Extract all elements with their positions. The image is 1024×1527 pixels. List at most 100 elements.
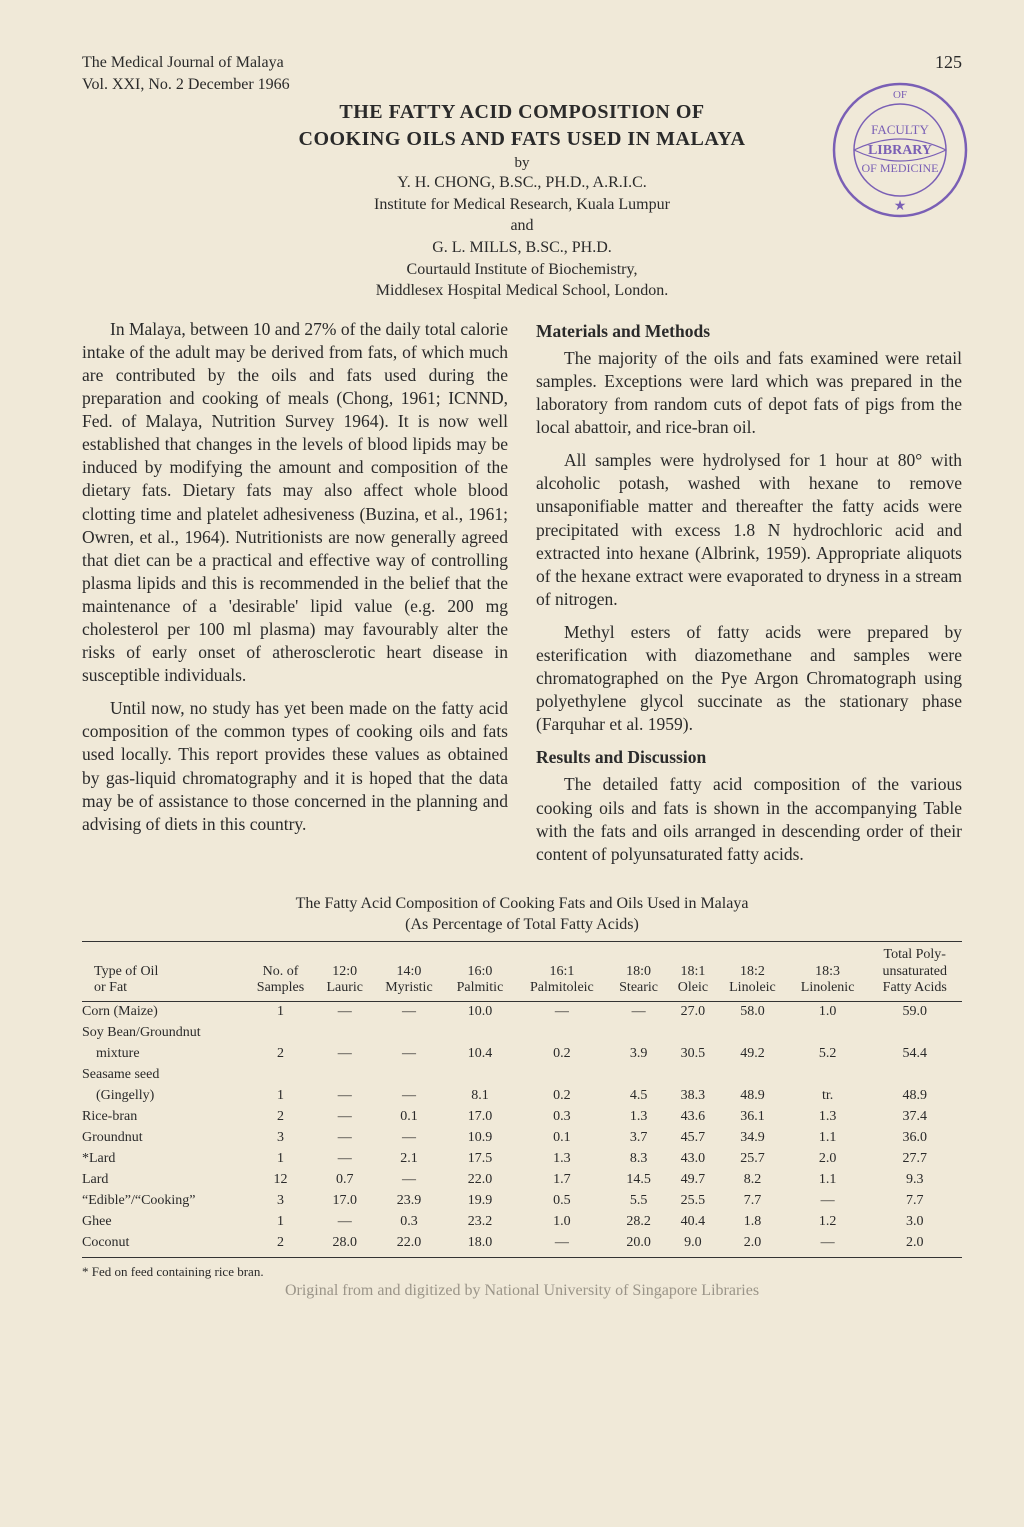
table-cell: 0.1 xyxy=(373,1107,445,1128)
intro-paragraph-1: In Malaya, between 10 and 27% of the dai… xyxy=(82,318,508,688)
table-cell: 25.7 xyxy=(717,1149,787,1170)
table-title-line2: (As Percentage of Total Fatty Acids) xyxy=(405,916,639,933)
table-cell xyxy=(609,1065,669,1086)
table-cell: 17.0 xyxy=(445,1107,515,1128)
table-cell: 2 xyxy=(245,1233,317,1258)
journal-name: The Medical Journal of Malaya xyxy=(82,52,290,74)
table-row: Seasame seed xyxy=(82,1065,962,1086)
svg-text:LIBRARY: LIBRARY xyxy=(868,143,932,158)
table-cell: 3.7 xyxy=(609,1128,669,1149)
table-cell: 9.0 xyxy=(669,1233,718,1258)
table-cell xyxy=(445,1065,515,1086)
table-row: *Lard1—2.117.51.38.343.025.72.027.7 xyxy=(82,1149,962,1170)
table-body: Corn (Maize)1——10.0——27.058.01.059.0Soy … xyxy=(82,1001,962,1258)
table-cell: 2.1 xyxy=(373,1149,445,1170)
table-cell: — xyxy=(609,1001,669,1023)
table-cell: 1.8 xyxy=(717,1212,787,1233)
table-cell: 3 xyxy=(245,1128,317,1149)
row-label: Rice-bran xyxy=(82,1107,245,1128)
table-cell: 27.0 xyxy=(669,1001,718,1023)
table-cell: 0.1 xyxy=(515,1128,608,1149)
table-cell: 22.0 xyxy=(445,1170,515,1191)
table-cell: 48.9 xyxy=(868,1086,962,1107)
table-cell: 1 xyxy=(245,1086,317,1107)
table-cell xyxy=(515,1023,608,1044)
table-cell xyxy=(868,1065,962,1086)
table-row: Groundnut3——10.90.13.745.734.91.136.0 xyxy=(82,1128,962,1149)
table-cell: 43.6 xyxy=(669,1107,718,1128)
intro-paragraph-2: Until now, no study has yet been made on… xyxy=(82,697,508,836)
table-cell: 0.7 xyxy=(316,1170,373,1191)
table-head: Type of Oilor FatNo. ofSamples12:0Lauric… xyxy=(82,942,962,1001)
table-cell: 28.0 xyxy=(316,1233,373,1258)
svg-text:OF: OF xyxy=(893,89,907,101)
library-stamp-icon: OF FACULTY LIBRARY OF MEDICINE ★ xyxy=(830,80,970,220)
table-row: Corn (Maize)1——10.0——27.058.01.059.0 xyxy=(82,1001,962,1023)
table-cell xyxy=(373,1023,445,1044)
table-cell: 58.0 xyxy=(717,1001,787,1023)
table-cell: 2 xyxy=(245,1044,317,1065)
table-cell: 0.3 xyxy=(515,1107,608,1128)
methods-paragraph-3: Methyl esters of fatty acids were prepar… xyxy=(536,621,962,736)
table-cell: 5.5 xyxy=(609,1191,669,1212)
table-cell: 3 xyxy=(245,1191,317,1212)
journal-info: The Medical Journal of Malaya Vol. XXI, … xyxy=(82,52,290,95)
table-cell: 1 xyxy=(245,1149,317,1170)
table-cell: 1 xyxy=(245,1001,317,1023)
table-cell: 1.3 xyxy=(515,1149,608,1170)
table-cell: — xyxy=(788,1233,868,1258)
table-cell: 17.5 xyxy=(445,1149,515,1170)
table-cell: 49.7 xyxy=(669,1170,718,1191)
row-label: Soy Bean/Groundnut xyxy=(82,1023,245,1044)
table-cell xyxy=(669,1065,718,1086)
table-cell xyxy=(245,1065,317,1086)
table-cell xyxy=(316,1023,373,1044)
table-row: mixture2——10.40.23.930.549.25.254.4 xyxy=(82,1044,962,1065)
table-cell: 30.5 xyxy=(669,1044,718,1065)
table-cell: 0.3 xyxy=(373,1212,445,1233)
table-cell: 18.0 xyxy=(445,1233,515,1258)
table-cell: 43.0 xyxy=(669,1149,718,1170)
table-cell: — xyxy=(316,1086,373,1107)
fatty-acid-table: Type of Oilor FatNo. ofSamples12:0Lauric… xyxy=(82,941,962,1258)
svg-text:★: ★ xyxy=(894,199,907,214)
data-table-wrap: The Fatty Acid Composition of Cooking Fa… xyxy=(82,894,962,1280)
table-cell xyxy=(868,1023,962,1044)
table-cell xyxy=(717,1023,787,1044)
table-cell: 1.3 xyxy=(788,1107,868,1128)
row-label: Coconut xyxy=(82,1233,245,1258)
table-cell xyxy=(316,1065,373,1086)
left-column: In Malaya, between 10 and 27% of the dai… xyxy=(82,318,508,876)
table-cell: — xyxy=(373,1128,445,1149)
table-cell: 7.7 xyxy=(717,1191,787,1212)
table-cell: 1 xyxy=(245,1212,317,1233)
table-cell: 0.2 xyxy=(515,1044,608,1065)
table-title: The Fatty Acid Composition of Cooking Fa… xyxy=(82,894,962,936)
table-cell: 45.7 xyxy=(669,1128,718,1149)
table-cell: 12 xyxy=(245,1170,317,1191)
table-cell: 48.9 xyxy=(717,1086,787,1107)
table-cell: — xyxy=(316,1107,373,1128)
table-cell: 36.1 xyxy=(717,1107,787,1128)
table-col-header: 18:2Linoleic xyxy=(717,942,787,1001)
table-cell: 1.7 xyxy=(515,1170,608,1191)
table-cell: 2.0 xyxy=(788,1149,868,1170)
page: The Medical Journal of Malaya Vol. XXI, … xyxy=(0,0,1024,1527)
table-cell: 8.1 xyxy=(445,1086,515,1107)
table-cell: 7.7 xyxy=(868,1191,962,1212)
table-cell: 1.1 xyxy=(788,1170,868,1191)
row-label: mixture xyxy=(82,1044,245,1065)
table-cell xyxy=(445,1023,515,1044)
table-cell: 10.0 xyxy=(445,1001,515,1023)
table-cell xyxy=(717,1065,787,1086)
table-cell xyxy=(515,1065,608,1086)
table-cell: — xyxy=(373,1044,445,1065)
table-cell: 1.2 xyxy=(788,1212,868,1233)
table-cell: 23.9 xyxy=(373,1191,445,1212)
table-cell xyxy=(669,1023,718,1044)
table-cell: 34.9 xyxy=(717,1128,787,1149)
table-cell: 8.3 xyxy=(609,1149,669,1170)
table-cell: 20.0 xyxy=(609,1233,669,1258)
table-cell: — xyxy=(373,1001,445,1023)
volume-line: Vol. XXI, No. 2 December 1966 xyxy=(82,74,290,96)
